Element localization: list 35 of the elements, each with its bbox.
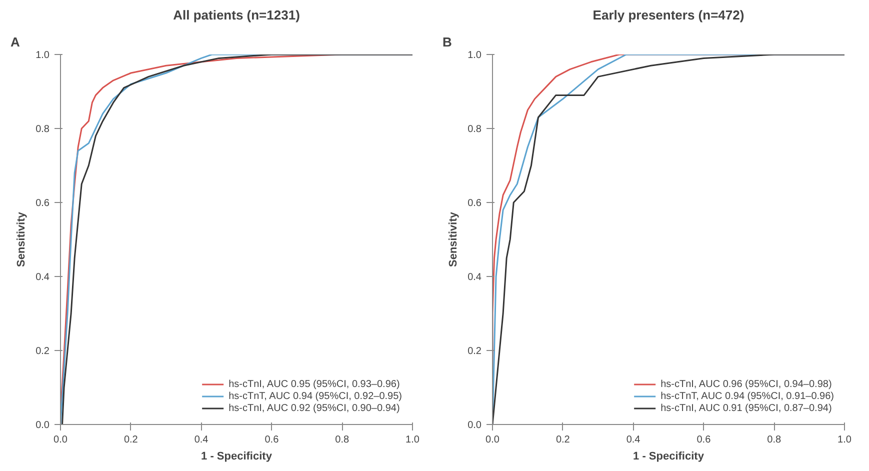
y-axis-title: Sensitivity	[448, 211, 460, 268]
text: B	[442, 34, 452, 50]
y-tick-label: 0.0	[36, 420, 50, 431]
y-tick-label: 1.0	[468, 50, 482, 61]
y-tick-label: 0.8	[468, 124, 482, 135]
y-tick-label: 0.8	[36, 124, 50, 135]
x-tick-label: 0.2	[556, 434, 570, 446]
x-axis-title: 1 - Specificity	[201, 450, 273, 462]
chart-title: All patients (n=1231)	[173, 8, 300, 22]
y-tick-label: 0.4	[36, 272, 50, 283]
text: A	[10, 34, 20, 50]
y-tick-label: 0.4	[468, 272, 482, 283]
x-tick-label: 0.0	[54, 434, 68, 446]
legend-label: hs-cTnI, AUC 0.91 (95%CI, 0.87–0.94)	[660, 402, 832, 414]
x-tick-label: 0.6	[696, 434, 712, 446]
x-tick-label: 0.2	[124, 434, 138, 446]
x-tick-label: 0.4	[626, 434, 641, 446]
legend-label: hs-cTnI, AUC 0.96 (95%CI, 0.94–0.98)	[660, 378, 832, 390]
y-tick-label: 1.0	[36, 50, 50, 61]
x-tick-label: 0.8	[335, 434, 350, 446]
x-tick-label: 1.0	[406, 434, 420, 446]
x-axis-title: 1 - Specificity	[633, 450, 705, 462]
x-tick-label: 0.0	[486, 434, 500, 446]
y-tick-label: 0.2	[36, 346, 50, 357]
y-tick-label: 0.6	[468, 198, 482, 209]
y-tick-label: 0.0	[468, 420, 482, 431]
x-tick-label: 0.8	[767, 434, 782, 446]
x-tick-label: 1.0	[838, 434, 852, 446]
chart-title: Early presenters (n=472)	[592, 8, 744, 22]
x-tick-label: 0.6	[264, 434, 280, 446]
y-tick-label: 0.6	[36, 198, 50, 209]
y-tick-label: 0.2	[468, 346, 482, 357]
x-tick-label: 0.4	[194, 434, 209, 446]
legend-label: hs-cTnT, AUC 0.94 (95%CI, 0.91–0.96)	[660, 390, 834, 402]
y-axis-title: Sensitivity	[16, 211, 28, 268]
